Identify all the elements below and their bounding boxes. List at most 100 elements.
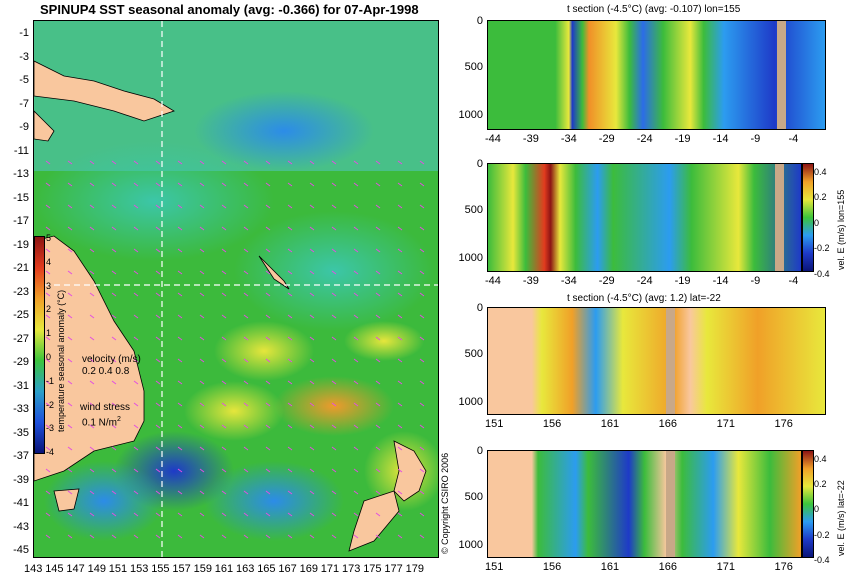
section-panel-1[interactable]: [487, 20, 826, 130]
wind-arrow: [111, 402, 117, 407]
wind-arrow: [419, 270, 425, 275]
section-panel-3[interactable]: [487, 307, 826, 415]
wind-arrow: [155, 446, 161, 451]
wind-arrow: [111, 160, 117, 165]
map-y-tick: -5: [19, 74, 29, 86]
wind-arrow: [375, 160, 381, 165]
wind-arrow: [111, 270, 117, 275]
wind-arrow: [67, 468, 73, 473]
wind-arrow: [287, 380, 293, 385]
wind-arrow: [221, 226, 227, 231]
wind-arrow: [265, 446, 271, 451]
wind-arrow: [111, 226, 117, 231]
wind-arrow: [265, 402, 271, 407]
wind-arrow: [45, 446, 51, 451]
wind-arrow: [177, 270, 183, 275]
wind-arrow: [67, 292, 73, 297]
wind-arrow: [45, 424, 51, 429]
velocity-colorbar-tick: -0.4: [814, 268, 830, 279]
wind-arrow: [353, 468, 359, 473]
wind-arrow: [419, 468, 425, 473]
wind-arrow: [397, 446, 403, 451]
wind-arrow: [287, 358, 293, 363]
wind-arrow: [309, 182, 315, 187]
wind-arrow: [419, 380, 425, 385]
map-y-tick: -9: [19, 121, 29, 133]
wind-arrow: [221, 314, 227, 319]
wind-arrow: [287, 446, 293, 451]
wind-arrow: [397, 512, 403, 517]
map-x-tick: 165: [257, 563, 276, 575]
wind-arrow: [397, 424, 403, 429]
panel-x-tick: 161: [600, 418, 620, 430]
map-y-tick: -45: [13, 544, 29, 556]
wind-arrow: [419, 226, 425, 231]
sst-colorbar-tick: -2: [46, 399, 55, 410]
wind-arrow: [375, 358, 381, 363]
map-y-tick: -11: [13, 144, 29, 157]
sst-map[interactable]: [33, 20, 439, 558]
panel-x-tick: 166: [658, 418, 678, 430]
land-mask: [777, 21, 786, 129]
wind-arrow: [155, 204, 161, 209]
wind-arrow: [133, 446, 139, 451]
velocity-colorbar: [802, 163, 814, 272]
wind-arrow: [309, 204, 315, 209]
wind-arrow: [111, 204, 117, 209]
wind-arrow: [89, 160, 95, 165]
wind-arrow: [353, 446, 359, 451]
wind-legend-scale: 0.1 N/m2: [82, 416, 121, 429]
wind-arrow: [265, 490, 271, 495]
wind-arrow: [375, 314, 381, 319]
section-panel-2[interactable]: [487, 163, 802, 272]
panel-x-tick: -24: [636, 133, 653, 145]
section-panel-4[interactable]: [487, 450, 802, 558]
sst-colorbar-tick: -3: [46, 423, 55, 434]
wind-arrow: [45, 314, 51, 319]
wind-arrow: [397, 380, 403, 385]
wind-arrow: [155, 226, 161, 231]
main-title: SPINUP4 SST seasonal anomaly (avg: -0.36…: [40, 2, 419, 17]
wind-arrow: [287, 182, 293, 187]
wind-arrow: [419, 358, 425, 363]
panel-x-tick: -44: [485, 133, 501, 145]
panel-y-tick: 1000: [458, 109, 483, 121]
map-x-tick: 143: [24, 563, 43, 575]
wind-arrow: [375, 248, 381, 253]
wind-arrow: [397, 358, 403, 363]
wind-arrow: [419, 204, 425, 209]
wind-arrow: [397, 204, 403, 209]
panel-x-tick: 151: [485, 561, 504, 573]
map-x-tick: 151: [108, 563, 128, 575]
map-y-tick: -43: [13, 520, 29, 533]
wind-arrow: [89, 292, 95, 297]
panel-x-tick: -9: [750, 133, 761, 145]
wind-arrow: [67, 490, 73, 495]
wind-arrow: [331, 490, 337, 495]
map-x-tick: 161: [214, 563, 234, 575]
wind-arrow: [331, 160, 337, 165]
wind-arrow: [265, 226, 271, 231]
wind-arrow: [89, 424, 95, 429]
wind-arrow: [177, 204, 183, 209]
wind-arrow: [155, 160, 161, 165]
wind-arrow: [353, 512, 359, 517]
panel-y-tick: 0: [476, 158, 483, 170]
wind-arrow: [265, 248, 271, 253]
wind-arrow: [243, 402, 249, 407]
wind-arrow: [177, 248, 183, 253]
wind-arrow: [221, 424, 227, 429]
wind-arrow: [397, 182, 403, 187]
wind-arrow: [67, 446, 73, 451]
wind-arrow: [353, 248, 359, 253]
sst-colorbar-tick: 4: [46, 256, 52, 267]
map-x-tick: 145: [45, 563, 64, 575]
wind-arrow: [45, 204, 51, 209]
wind-arrow: [287, 292, 293, 297]
wind-arrow: [155, 534, 161, 539]
wind-arrow: [155, 490, 161, 495]
wind-arrow: [199, 182, 205, 187]
wind-arrow: [309, 248, 315, 253]
wind-arrow: [155, 314, 161, 319]
panel-y-tick: 500: [464, 204, 483, 216]
